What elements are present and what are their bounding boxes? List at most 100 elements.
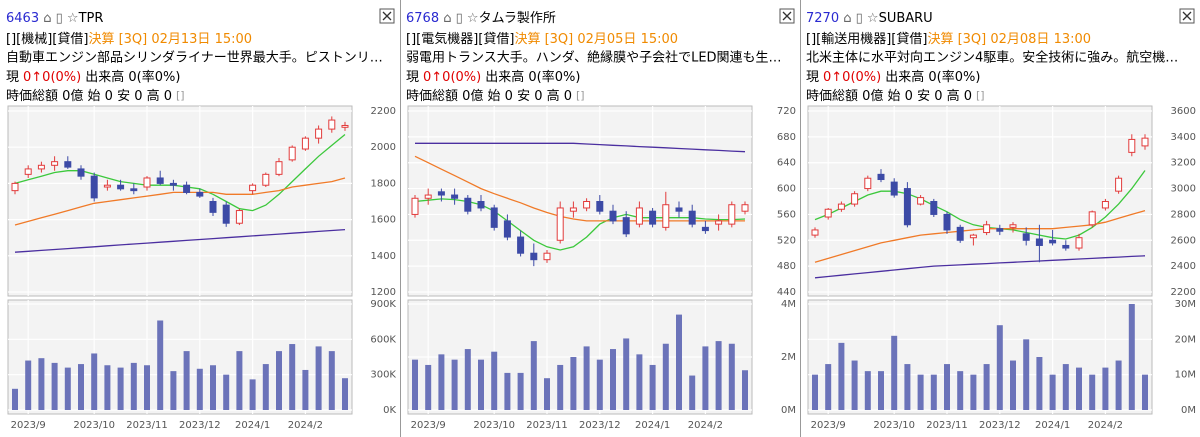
x-tick-label: 2024/2 bbox=[688, 420, 723, 431]
candle-body bbox=[930, 201, 938, 215]
candle-body bbox=[903, 188, 911, 226]
tag-row: [][機械][貸借]決算 [3Q] 02月13日 15:00 bbox=[6, 31, 252, 47]
candle-body bbox=[943, 213, 951, 231]
y-tick-label: 2200 bbox=[371, 106, 396, 117]
volume-bar bbox=[451, 359, 458, 410]
volume-bar bbox=[117, 367, 124, 410]
x-tick-label: 2023/11 bbox=[526, 420, 568, 431]
x-tick-label: 2023/11 bbox=[126, 420, 168, 431]
y-tick-label: 0K bbox=[383, 405, 396, 416]
title-row: 6768 ⌂ ▯ ☆タムラ製作所 bbox=[406, 11, 556, 26]
candle-body bbox=[837, 203, 845, 210]
description: 自動車エンジン部品シリンダライナー世界最大手。ピストンリ… bbox=[6, 51, 383, 66]
stock-name: TPR bbox=[78, 11, 104, 26]
change: 0↑0(0%) bbox=[23, 70, 81, 85]
x-tick-label: 2023/9 bbox=[11, 420, 46, 431]
candle-body bbox=[64, 161, 72, 168]
candle-body bbox=[235, 210, 243, 224]
candle-body bbox=[51, 161, 59, 166]
volume-bar bbox=[104, 365, 111, 410]
candle-body bbox=[451, 194, 459, 199]
volume-bar bbox=[1023, 339, 1030, 410]
price-label: 現 bbox=[806, 70, 819, 85]
volume-bar bbox=[183, 351, 190, 410]
candle-body bbox=[143, 177, 151, 188]
volume-bar bbox=[78, 364, 84, 410]
volume-bar bbox=[91, 353, 98, 410]
candle-body bbox=[556, 207, 564, 241]
candle-body bbox=[209, 201, 217, 213]
volume-bar bbox=[983, 364, 990, 410]
summary-row: 時価総額 0億 始 0 安 0 高 0 [] bbox=[806, 88, 985, 104]
candle-body bbox=[635, 207, 643, 225]
candle-body bbox=[301, 137, 309, 150]
icons: ⌂ ▯ ☆ bbox=[39, 11, 78, 26]
moving-average bbox=[415, 142, 746, 153]
candle-body bbox=[156, 177, 164, 184]
candle-body bbox=[275, 161, 283, 175]
candle-body bbox=[688, 210, 696, 225]
y-tick-label: 600K bbox=[370, 334, 396, 345]
volume-plot-area bbox=[7, 299, 353, 415]
volume-bar bbox=[1128, 304, 1135, 410]
price-row: 現 0↑0(0%) 出来高 0(率0%) bbox=[806, 69, 980, 85]
candle-body bbox=[569, 207, 577, 212]
summary-row: 時価総額 0億 始 0 安 0 高 0 [] bbox=[6, 88, 185, 104]
y-tick-label: 2M bbox=[781, 352, 796, 363]
candle-body bbox=[169, 182, 177, 186]
volume-bar bbox=[649, 364, 656, 410]
tags: [][機械][貸借] bbox=[6, 31, 88, 47]
volume-text: 出来高 0(率0%) bbox=[485, 69, 580, 85]
candle-body bbox=[741, 204, 749, 212]
candle-body bbox=[11, 182, 19, 192]
settlement: 決算 [3Q] 02月05日 15:00 bbox=[514, 32, 678, 47]
stock-code[interactable]: 6463 bbox=[6, 11, 39, 26]
x-tick-label: 2024/2 bbox=[288, 420, 323, 431]
x-tick-label: 2023/10 bbox=[73, 420, 115, 431]
x-tick-label: 2024/1 bbox=[235, 420, 270, 431]
y-tick-label: 30M bbox=[1175, 299, 1196, 310]
candle-body bbox=[490, 207, 498, 228]
volume-bar bbox=[478, 359, 484, 410]
volume-bar bbox=[838, 342, 845, 410]
volume-bar bbox=[491, 351, 498, 410]
volume-text: 出来高 0(率0%) bbox=[85, 69, 180, 85]
summary: 時価総額 0億 始 0 安 0 高 0 bbox=[806, 88, 972, 104]
y-tick-label: 1200 bbox=[371, 287, 396, 298]
candle-body bbox=[464, 197, 472, 212]
y-tick-label: 1800 bbox=[371, 178, 396, 189]
volume-bar bbox=[517, 372, 524, 410]
price-plot-area bbox=[7, 105, 353, 297]
close-button[interactable] bbox=[779, 8, 795, 24]
candle-body bbox=[222, 204, 230, 224]
candle-body bbox=[1141, 137, 1149, 147]
candle-body bbox=[1035, 238, 1043, 246]
y-tick-label: 720 bbox=[777, 106, 796, 117]
moving-average bbox=[814, 255, 1146, 279]
y-tick-label: 2200 bbox=[1171, 287, 1196, 298]
volume-bar bbox=[38, 358, 45, 410]
stock-code[interactable]: 6768 bbox=[406, 11, 439, 26]
price-label: 現 bbox=[406, 70, 419, 85]
y-tick-label: 3600 bbox=[1171, 106, 1196, 117]
x-tick-label: 2023/9 bbox=[411, 420, 446, 431]
candle-body bbox=[675, 207, 683, 212]
candle-body bbox=[609, 210, 617, 222]
candle-body bbox=[583, 201, 591, 209]
moving-average bbox=[14, 177, 346, 226]
volume-bar bbox=[1142, 374, 1148, 410]
stock-code[interactable]: 7270 bbox=[806, 11, 839, 26]
close-button[interactable] bbox=[1179, 8, 1195, 24]
volume-bar bbox=[276, 351, 282, 410]
volume-bar bbox=[742, 370, 748, 410]
volume-bar bbox=[996, 325, 1003, 410]
close-button[interactable] bbox=[379, 8, 395, 24]
y-tick-label: 2000 bbox=[371, 142, 396, 153]
candle-body bbox=[864, 177, 872, 190]
candle-body bbox=[103, 184, 111, 188]
tags: [][電気機器][貸借] bbox=[406, 31, 514, 47]
candle-body bbox=[824, 208, 832, 218]
volume-bar bbox=[596, 359, 603, 410]
y-tick-label: 0M bbox=[781, 405, 796, 416]
